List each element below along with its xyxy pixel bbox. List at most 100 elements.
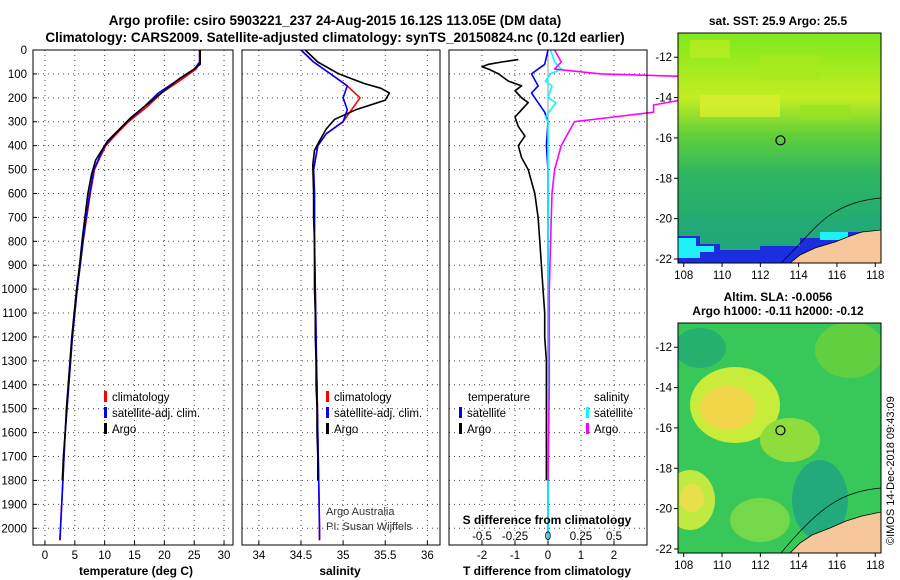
temperature-panel: climatology satellite-adj. clim. Argo 0 5… xyxy=(1,45,234,578)
sst-map-title: sat. SST: 25.9 Argo: 25.5 xyxy=(709,14,848,28)
lon-tick-label: 118 xyxy=(866,560,884,572)
depth-tick-label: 1100 xyxy=(2,308,27,320)
s-tick-label: -0.25 xyxy=(502,531,528,543)
depth-tick-label: 500 xyxy=(8,165,27,177)
depth-tick-label: 1500 xyxy=(1,404,27,416)
legend-satellite-label: satellite-adj. clim. xyxy=(112,408,200,420)
difference-series xyxy=(481,49,807,541)
legend-t-argo-swatch xyxy=(459,423,462,434)
x-tick-label: -2 xyxy=(477,550,487,562)
legend-s-satellite-swatch xyxy=(586,407,589,418)
sst-land xyxy=(789,229,881,263)
lat-tick-label: -22 xyxy=(655,254,672,266)
depth-tick-label: 1800 xyxy=(1,475,27,487)
temperature-xlabel: temperature (deg C) xyxy=(79,564,193,578)
x-tick-label: -1 xyxy=(510,550,520,562)
sst-map-ticks: 108 110 112 114 116 118 -12 -14 -16 -18 -20 -22 xyxy=(655,52,884,282)
lon-tick-label: 112 xyxy=(751,560,769,572)
x-tick-label: 35 xyxy=(337,550,350,562)
sla-map-ticks: 108 110 112 114 116 118 -12 -14 -16 -18 -20 -22 xyxy=(655,342,884,572)
x-tick-label: 10 xyxy=(98,550,111,562)
sla-anomaly xyxy=(815,323,881,378)
lon-tick-label: 108 xyxy=(674,560,693,572)
salinity-xticks: 34 34.5 35 35.5 36 xyxy=(252,541,434,562)
sla-high-anomaly xyxy=(700,386,756,430)
x-tick-label: 35.5 xyxy=(374,550,396,562)
x-tick-label: 0 xyxy=(42,550,48,562)
depth-tick-label: 100 xyxy=(8,69,27,81)
sst-cyan-patch xyxy=(678,238,714,252)
salinity-xlabel: salinity xyxy=(319,564,361,578)
legend-satellite-swatch xyxy=(104,407,107,418)
sla-anomaly xyxy=(760,418,820,462)
lon-tick-label: 108 xyxy=(674,270,693,282)
legend-climatology-swatch xyxy=(326,391,329,402)
legend-satellite-label: satellite-adj. clim. xyxy=(334,408,422,420)
sla-map-field xyxy=(678,323,881,553)
salinity-grid xyxy=(242,49,440,545)
imos-credit: ©IMOS 14-Dec-2018 09:43:09 xyxy=(885,396,897,545)
lon-tick-label: 110 xyxy=(713,270,731,282)
legend-satellite-swatch xyxy=(326,407,329,418)
difference-panel: temperature satellite Argo salinity sate… xyxy=(448,49,807,578)
salinity-annotation-pi: PI: Susan Wijffels xyxy=(326,521,412,533)
x-tick-label: 25 xyxy=(188,550,201,562)
legend-t-satellite-label: satellite xyxy=(467,408,506,420)
x-tick-label: 20 xyxy=(158,550,171,562)
lat-tick-label: -16 xyxy=(655,133,672,145)
depth-tick-label: 1700 xyxy=(1,452,27,464)
legend-s-argo-label: Argo xyxy=(594,424,618,436)
lon-tick-label: 118 xyxy=(866,270,884,282)
legend-argo-swatch xyxy=(326,423,329,434)
lat-tick-label: -20 xyxy=(655,214,672,226)
sla-land xyxy=(789,511,881,553)
legend-climatology-label: climatology xyxy=(334,392,392,404)
lon-tick-label: 112 xyxy=(751,270,769,282)
depth-tick-label: 900 xyxy=(8,260,27,272)
temperature-series xyxy=(59,50,201,541)
depth-tick-label: 300 xyxy=(8,117,27,129)
depth-tick-label: 0 xyxy=(21,45,27,57)
x-tick-label: 5 xyxy=(72,550,78,562)
depth-tick-label: 1400 xyxy=(1,380,27,392)
salinity-frame xyxy=(241,49,441,546)
sst-cyan-patch xyxy=(820,232,848,240)
sst-argo-location-marker xyxy=(775,135,786,146)
lat-tick-label: -18 xyxy=(655,173,672,185)
salinity-annotation-argo-australia: Argo Australia xyxy=(326,506,395,518)
legend-t-satellite-swatch xyxy=(459,407,462,418)
sla-map: Altim. SLA: -0.0056 Argo h1000: -0.11 h2… xyxy=(655,290,884,572)
lon-tick-label: 110 xyxy=(713,560,731,572)
depth-tick-label: 1900 xyxy=(1,499,27,511)
lat-tick-label: -16 xyxy=(655,423,672,435)
sla-map-frame xyxy=(677,322,882,554)
s-difference-label: S difference from climatology xyxy=(463,513,632,527)
depth-tick-label: 1000 xyxy=(1,284,27,296)
sst-map-field xyxy=(678,33,881,263)
series-line-s-satellite xyxy=(544,49,563,541)
x-tick-label: 15 xyxy=(128,550,141,562)
figure-title-line1: Argo profile: csiro 5903221_237 24-Aug-2… xyxy=(109,13,561,28)
depth-tick-label: 2000 xyxy=(1,523,27,535)
salinity-panel: climatology satellite-adj. clim. Argo Ar… xyxy=(241,49,441,578)
temperature-frame xyxy=(32,49,234,546)
depth-tick-label: 700 xyxy=(8,212,27,224)
series-line-s-argo xyxy=(547,49,807,481)
legend-temperature-header: temperature xyxy=(468,392,530,404)
depth-tick-label: 600 xyxy=(8,188,27,200)
x-tick-label: 30 xyxy=(218,550,231,562)
sst-isobath xyxy=(780,197,881,263)
depth-tick-label: 800 xyxy=(8,236,27,248)
sst-warm-patch xyxy=(760,55,820,80)
sst-warm-patch xyxy=(690,40,730,58)
depth-yticks: 0 100 200 300 400 500 600 700 800 900 1000 1100 1200… xyxy=(1,45,37,535)
s-tick-label: 0.5 xyxy=(606,531,622,543)
lon-tick-label: 116 xyxy=(828,560,846,572)
difference-xticks: -2 -1 0 1 2 xyxy=(477,541,617,562)
depth-tick-label: 1300 xyxy=(1,356,27,368)
legend-climatology-swatch xyxy=(104,391,107,402)
temperature-grid xyxy=(33,49,233,545)
series-line-t-satellite xyxy=(530,49,549,541)
lat-tick-label: -14 xyxy=(655,93,672,105)
sst-warm-patch xyxy=(800,105,850,120)
